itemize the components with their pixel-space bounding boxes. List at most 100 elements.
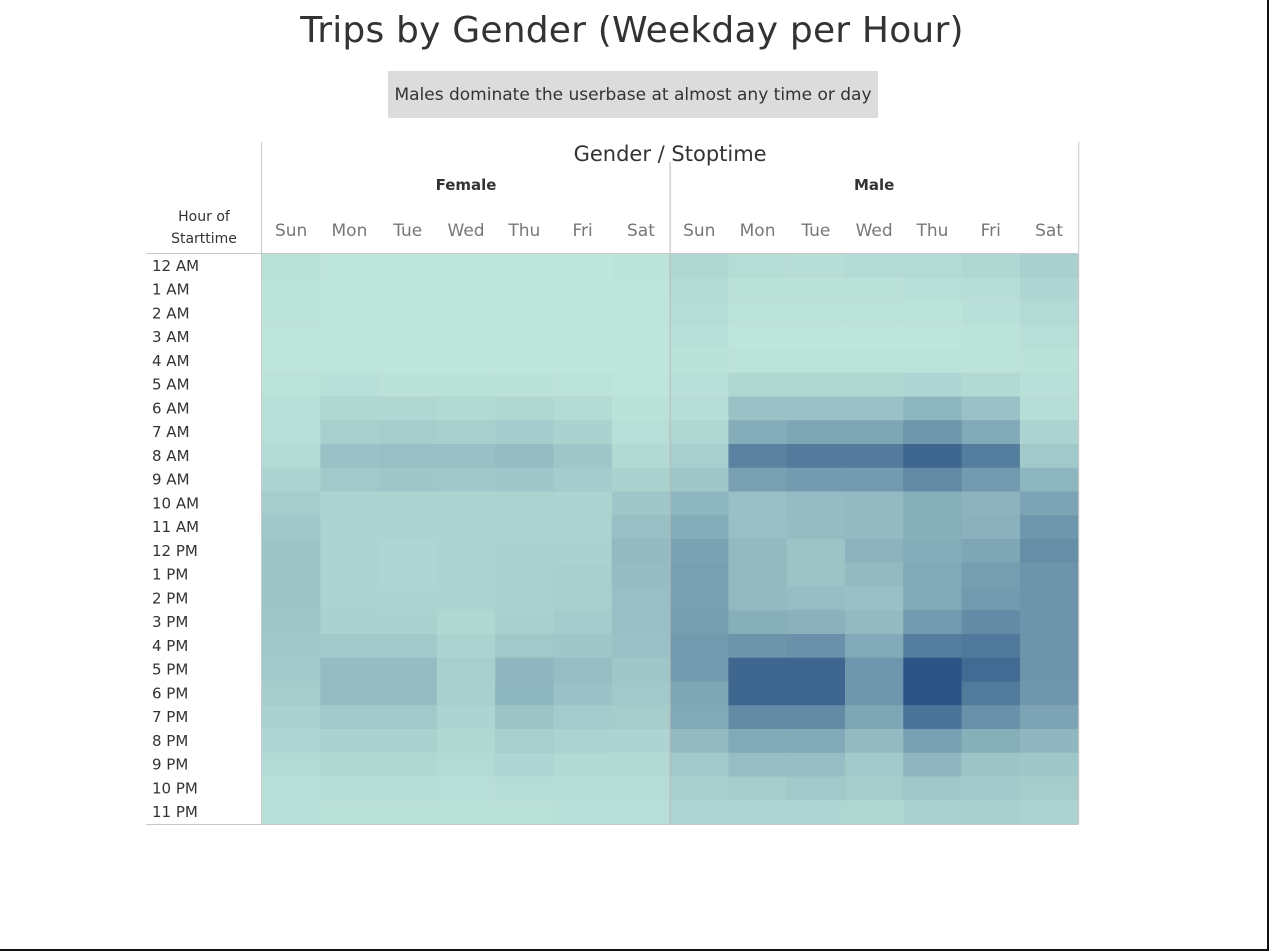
heatmap-cell — [786, 657, 846, 683]
hour-label: 9 AM — [152, 471, 190, 489]
heatmap-cell — [670, 539, 729, 564]
heatmap-cell — [611, 301, 671, 326]
heatmap-cell — [845, 349, 904, 374]
heatmap-cell — [903, 586, 963, 611]
heatmap-cell — [495, 634, 555, 659]
heatmap-cell — [436, 729, 496, 754]
heatmap-cell — [728, 444, 788, 469]
heatmap-cell — [903, 705, 963, 730]
heatmap-cell — [495, 681, 555, 706]
heatmap-cell — [845, 325, 904, 350]
heatmap-cell — [495, 705, 555, 730]
heatmap-cell — [903, 491, 963, 516]
heatmap-cell — [903, 729, 963, 754]
heatmap-cell — [670, 467, 729, 493]
heatmap-cell — [436, 657, 496, 683]
row-header-title: Hour of — [178, 209, 231, 225]
hour-label: 12 AM — [152, 257, 199, 275]
heatmap-cell — [903, 277, 963, 303]
heatmap-cell — [728, 657, 788, 683]
heatmap-cell — [1019, 444, 1079, 469]
day-label-sat: Sat — [1035, 221, 1063, 241]
heatmap-cell — [1019, 729, 1079, 754]
heatmap-cell — [378, 586, 438, 611]
heatmap-cell — [378, 325, 438, 350]
heatmap-cell — [845, 396, 904, 421]
heatmap-cell — [786, 705, 846, 730]
heatmap-cell — [320, 396, 380, 421]
heatmap-cell — [495, 444, 555, 469]
heatmap-cell — [436, 372, 496, 398]
heatmap-cell — [786, 254, 846, 279]
heatmap-cell — [786, 752, 846, 778]
heatmap-cell — [728, 705, 788, 730]
heatmap-cell — [845, 254, 904, 279]
heatmap-cell — [320, 420, 380, 445]
heatmap-cell — [786, 729, 846, 754]
heatmap-cell — [845, 539, 904, 564]
hour-label: 4 PM — [152, 637, 188, 655]
heatmap-cell — [1019, 467, 1079, 493]
heatmap-cell — [728, 372, 788, 398]
day-label-sun: Sun — [275, 221, 307, 241]
heatmap-cell — [553, 562, 613, 588]
heatmap-cell — [320, 539, 380, 564]
heatmap-cell — [1019, 539, 1079, 564]
heatmap-cell — [670, 301, 729, 326]
heatmap-cell — [786, 491, 846, 516]
heatmap-cell — [611, 254, 671, 279]
heatmap-cell — [961, 729, 1021, 754]
heatmap-cell — [378, 610, 438, 635]
heatmap-cell — [670, 610, 729, 635]
heatmap-cell — [378, 681, 438, 706]
heatmap-cell — [961, 515, 1021, 540]
heatmap-cell — [262, 657, 321, 683]
day-label-sun: Sun — [683, 221, 715, 241]
heatmap-cell — [378, 349, 438, 374]
heatmap-cell — [611, 562, 671, 588]
hour-label: 11 AM — [152, 518, 199, 536]
heatmap-cell — [728, 681, 788, 706]
heatmap-cell — [670, 562, 729, 588]
heatmap-cell — [786, 277, 846, 303]
day-label-wed: Wed — [448, 221, 485, 241]
heatmap-cell — [553, 301, 613, 326]
heatmap-cell — [1019, 372, 1079, 398]
heatmap-cell — [436, 705, 496, 730]
heatmap-cell — [786, 610, 846, 635]
caption-text: Males dominate the userbase at almost an… — [394, 84, 872, 105]
heatmap-cell — [553, 800, 613, 825]
heatmap-cell — [845, 420, 904, 445]
heatmap-cell — [553, 420, 613, 445]
heatmap-cell — [378, 752, 438, 778]
heatmap-cell — [728, 610, 788, 635]
heatmap-cell — [436, 752, 496, 778]
heatmap-cell — [845, 515, 904, 540]
hour-label: 12 PM — [152, 542, 198, 560]
heatmap-cell — [786, 800, 846, 825]
heatmap-cell — [495, 396, 555, 421]
heatmap-cell — [436, 776, 496, 801]
heatmap-cell — [611, 610, 671, 635]
hour-label: 3 PM — [152, 613, 188, 631]
heatmap-cell — [320, 752, 380, 778]
heatmap-cell — [903, 349, 963, 374]
heatmap-cell — [786, 681, 846, 706]
heatmap-cell — [961, 301, 1021, 326]
heatmap-cell — [611, 634, 671, 659]
heatmap-cell — [845, 491, 904, 516]
heatmap-cell — [903, 396, 963, 421]
heatmap-cell — [320, 729, 380, 754]
heatmap-cell — [961, 634, 1021, 659]
heatmap-cell — [611, 515, 671, 540]
heatmap-cell — [670, 396, 729, 421]
heatmap-cell — [1019, 491, 1079, 516]
heatmap-cell — [961, 277, 1021, 303]
heatmap-cell — [611, 776, 671, 801]
caption-box: Males dominate the userbase at almost an… — [388, 71, 878, 118]
hour-label: 6 PM — [152, 684, 188, 702]
heatmap-cell — [786, 301, 846, 326]
heatmap-cell — [611, 681, 671, 706]
heatmap-cell — [553, 610, 613, 635]
